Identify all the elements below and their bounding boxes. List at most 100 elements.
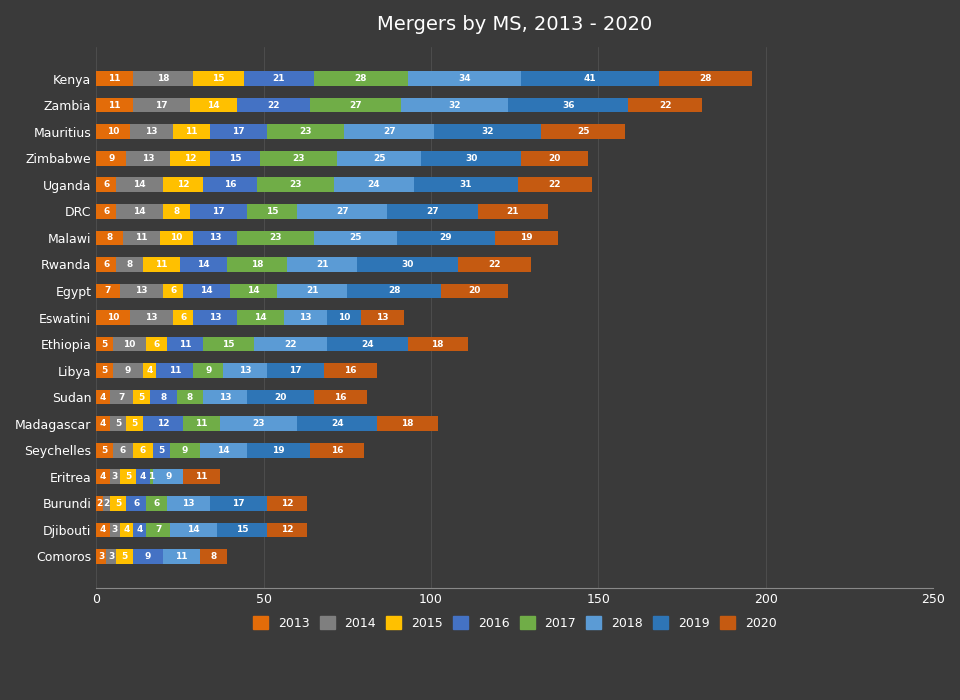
Bar <box>193 363 224 378</box>
Bar <box>217 523 267 537</box>
Text: 23: 23 <box>269 233 281 242</box>
Text: 17: 17 <box>156 101 168 110</box>
Text: 6: 6 <box>180 313 186 322</box>
Bar <box>109 523 120 537</box>
Bar <box>96 496 103 510</box>
Text: 11: 11 <box>176 552 188 561</box>
Text: 32: 32 <box>448 101 461 110</box>
Bar <box>361 310 404 325</box>
Text: 14: 14 <box>248 286 260 295</box>
Bar <box>109 416 127 431</box>
Bar <box>324 363 377 378</box>
Text: 22: 22 <box>659 101 672 110</box>
Bar <box>237 310 284 325</box>
Text: 24: 24 <box>361 340 373 349</box>
Text: 11: 11 <box>169 366 181 375</box>
Bar <box>127 496 147 510</box>
Text: 14: 14 <box>197 260 209 269</box>
Text: 10: 10 <box>107 127 119 136</box>
Bar <box>310 98 401 113</box>
Bar <box>247 443 310 458</box>
Bar <box>494 230 558 245</box>
Bar <box>414 178 518 192</box>
Text: 7: 7 <box>105 286 111 295</box>
Text: 5: 5 <box>115 499 121 508</box>
Bar <box>388 204 478 218</box>
Bar <box>166 496 210 510</box>
Text: 3: 3 <box>108 552 114 561</box>
Bar <box>420 151 521 165</box>
Text: 5: 5 <box>132 419 138 428</box>
Text: 4: 4 <box>123 526 130 534</box>
Bar <box>109 496 127 510</box>
Text: 13: 13 <box>145 127 157 136</box>
Bar <box>348 284 441 298</box>
Bar <box>521 71 659 86</box>
Bar <box>183 284 230 298</box>
Text: 7: 7 <box>118 393 125 402</box>
Text: 3: 3 <box>98 552 105 561</box>
Bar <box>147 337 166 351</box>
Bar <box>133 71 193 86</box>
Text: 27: 27 <box>383 127 396 136</box>
Text: 6: 6 <box>133 499 139 508</box>
Text: 17: 17 <box>289 366 301 375</box>
Text: 11: 11 <box>196 419 208 428</box>
Bar <box>237 230 314 245</box>
Text: 8: 8 <box>187 393 193 402</box>
Bar <box>297 416 377 431</box>
Bar <box>287 257 357 272</box>
Text: 12: 12 <box>280 499 294 508</box>
Text: 23: 23 <box>289 181 301 189</box>
Text: 14: 14 <box>187 526 200 534</box>
Bar <box>130 125 173 139</box>
Bar <box>143 416 183 431</box>
Text: 4: 4 <box>100 419 107 428</box>
Text: 5: 5 <box>122 552 128 561</box>
Text: 20: 20 <box>275 393 286 402</box>
Bar <box>116 257 143 272</box>
Text: 13: 13 <box>376 313 389 322</box>
Text: 14: 14 <box>254 313 267 322</box>
Text: 12: 12 <box>280 526 294 534</box>
Text: 31: 31 <box>460 181 472 189</box>
Bar <box>508 98 629 113</box>
Text: 9: 9 <box>145 552 152 561</box>
Text: 21: 21 <box>316 260 328 269</box>
Bar <box>204 178 257 192</box>
Bar <box>133 549 163 564</box>
Bar <box>314 390 368 405</box>
Bar <box>96 204 116 218</box>
Text: 25: 25 <box>349 233 362 242</box>
Text: 4: 4 <box>136 526 143 534</box>
Bar <box>190 98 237 113</box>
Bar <box>237 98 310 113</box>
Text: 9: 9 <box>165 473 172 482</box>
Bar <box>193 310 237 325</box>
Text: 41: 41 <box>584 74 596 83</box>
Text: 16: 16 <box>334 393 347 402</box>
Bar <box>200 443 247 458</box>
Text: 15: 15 <box>228 154 241 162</box>
Text: 18: 18 <box>156 74 169 83</box>
Bar <box>267 125 344 139</box>
Text: 5: 5 <box>102 446 108 455</box>
Bar <box>210 496 267 510</box>
Bar <box>163 284 183 298</box>
Text: 15: 15 <box>235 526 248 534</box>
Text: 28: 28 <box>699 74 711 83</box>
Bar <box>136 470 150 484</box>
Text: 14: 14 <box>133 206 146 216</box>
Bar <box>96 363 113 378</box>
Text: 30: 30 <box>465 154 477 162</box>
Bar <box>297 204 388 218</box>
Text: 36: 36 <box>562 101 574 110</box>
Text: 19: 19 <box>520 233 533 242</box>
Bar <box>154 470 183 484</box>
Text: 19: 19 <box>273 446 285 455</box>
Bar <box>120 470 136 484</box>
Text: 11: 11 <box>108 74 121 83</box>
Bar <box>659 71 753 86</box>
Bar <box>96 125 130 139</box>
Bar <box>244 71 314 86</box>
